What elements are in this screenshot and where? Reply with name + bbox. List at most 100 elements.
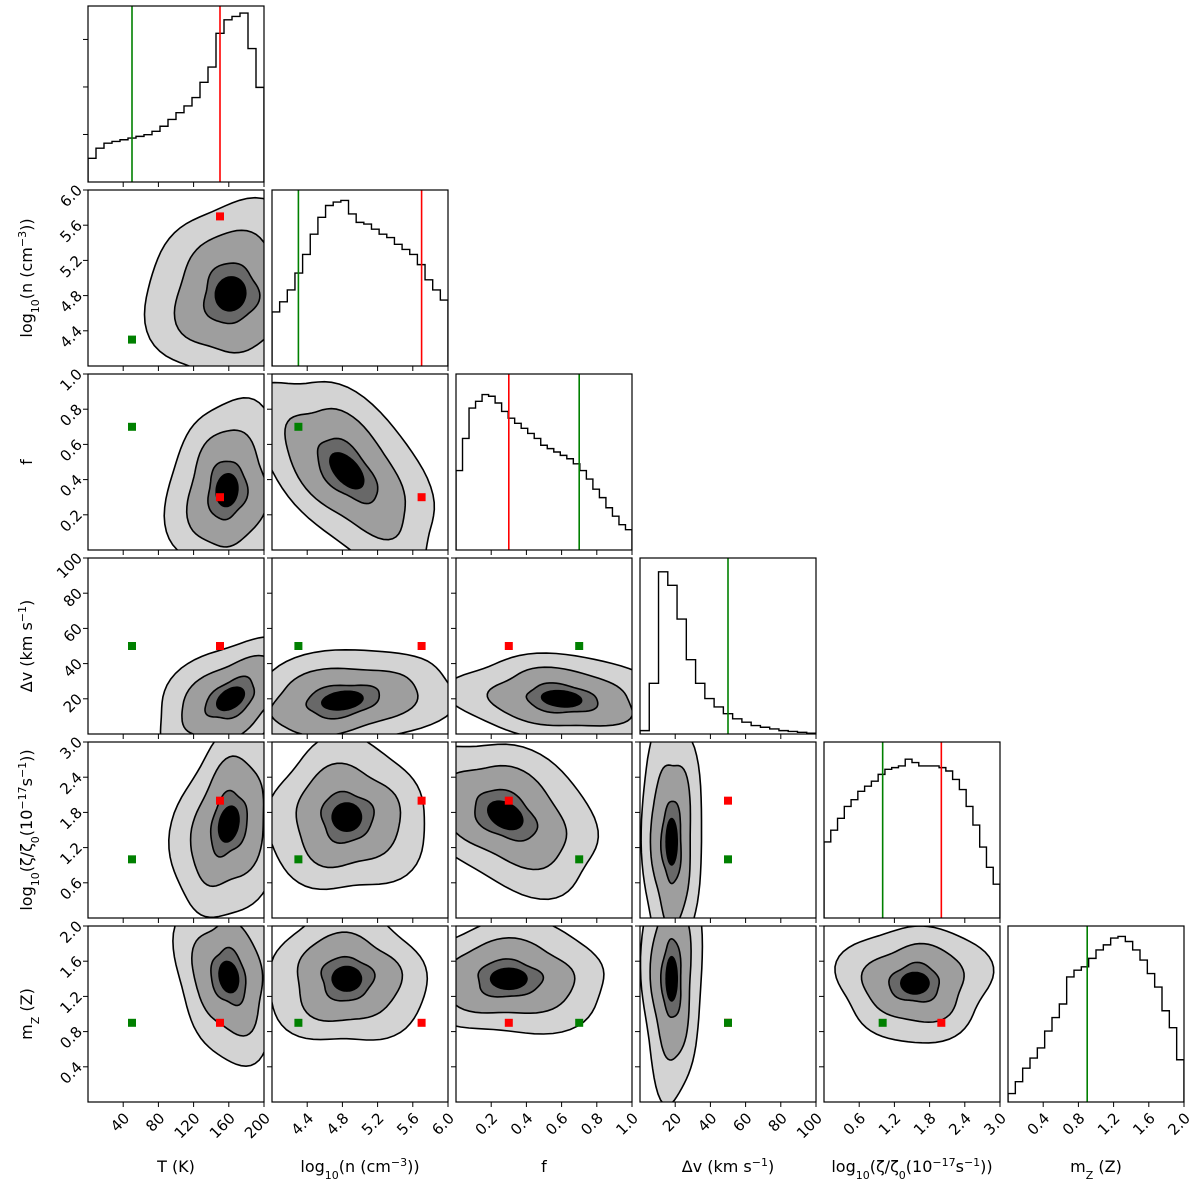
label-part: Z xyxy=(29,1016,42,1024)
contour-group xyxy=(163,396,264,550)
contour-core xyxy=(486,800,524,831)
contour-group xyxy=(456,743,600,901)
hist-panel-mz xyxy=(1007,925,1185,1107)
x-tick-label: 160 xyxy=(206,1109,239,1142)
label-part: Δv (km s xyxy=(17,622,36,692)
contour-panel-T-vs-dv xyxy=(83,557,265,739)
x-tick-label: 1.6 xyxy=(1129,1109,1159,1139)
x-tick-label: 4.4 xyxy=(288,1109,318,1139)
y-tick-label: 20 xyxy=(60,690,86,716)
label-part: T (K) xyxy=(156,1157,195,1176)
contour-core xyxy=(214,276,247,312)
y-tick-label: 1.6 xyxy=(56,952,86,982)
hist-panel-T xyxy=(83,5,265,187)
contour-core xyxy=(665,817,678,866)
truth-point-red xyxy=(417,796,426,805)
contour-group xyxy=(272,742,426,891)
histogram-T xyxy=(88,12,264,182)
x-tick-label: 20 xyxy=(659,1109,685,1135)
label-part: −1 xyxy=(16,606,29,622)
truth-point-red xyxy=(417,642,426,650)
contour-group xyxy=(272,648,448,734)
label-part: (ζ/ζ xyxy=(870,1157,899,1176)
x-tick-label: 0.6 xyxy=(542,1109,572,1139)
contour-panel-f-vs-mz xyxy=(451,925,633,1107)
x-tick-label: 2.0 xyxy=(1164,1109,1194,1139)
x-tick-label: 0.2 xyxy=(472,1109,502,1139)
contour-panel-f-vs-dv xyxy=(451,557,633,739)
panel-frame xyxy=(823,741,1001,919)
panel-frame xyxy=(455,373,633,551)
truth-point-red xyxy=(937,1018,946,1027)
label-part: )) xyxy=(17,218,36,230)
x-tick-label: 0.6 xyxy=(840,1109,870,1139)
label-part: (Z) xyxy=(1093,1157,1122,1176)
panel-frame xyxy=(87,925,265,1103)
label-part: m xyxy=(1070,1157,1086,1176)
histogram-f xyxy=(456,393,632,550)
panel-frame xyxy=(455,925,633,1103)
truth-point-green xyxy=(724,855,732,864)
x-tick-label: 4.8 xyxy=(323,1109,353,1139)
panel-frame xyxy=(271,373,449,551)
panel-frame xyxy=(87,5,265,183)
contour-panel-T-vs-logzeta xyxy=(83,741,265,923)
truth-point-green xyxy=(128,1018,136,1027)
panel-frame xyxy=(87,741,265,919)
contour-group xyxy=(640,742,703,918)
label-part: )) xyxy=(17,749,36,761)
contour-group xyxy=(272,380,436,550)
truth-point-green xyxy=(575,855,584,864)
x-tick-label: 80 xyxy=(765,1109,791,1135)
y-tick-label: 1.8 xyxy=(56,804,86,834)
label-part: (n (cm xyxy=(17,247,36,299)
x-tick-label: 3.0 xyxy=(980,1109,1010,1139)
truth-point-red xyxy=(216,1018,224,1027)
panel-frame xyxy=(87,373,265,551)
y-tick-label: 0.8 xyxy=(56,1023,86,1053)
contour-core xyxy=(331,965,363,992)
x-axis-label-T: T (K) xyxy=(156,1157,195,1176)
label-part: 10 xyxy=(29,872,42,886)
contour-panel-dv-vs-logzeta xyxy=(635,741,817,923)
contour-group xyxy=(640,926,704,1102)
truth-point-green xyxy=(294,1018,303,1027)
x-tick-label: 100 xyxy=(793,1109,826,1142)
x-tick-label: 0.4 xyxy=(1024,1109,1054,1139)
contour-panel-logn-vs-logzeta xyxy=(267,741,449,923)
hist-panel-logn xyxy=(271,189,449,371)
label-part: log xyxy=(17,886,36,910)
contour-group xyxy=(159,636,264,734)
truth-point-green xyxy=(294,855,303,864)
y-tick-label: 2.0 xyxy=(56,917,86,947)
contour-core xyxy=(218,960,240,994)
histogram-logn xyxy=(272,199,448,366)
x-tick-label: 6.0 xyxy=(428,1109,458,1139)
panel-frame xyxy=(271,925,449,1103)
x-tick-label: 40 xyxy=(694,1109,720,1135)
x-axis-label-dv: Δv (km s−1) xyxy=(682,1156,774,1177)
y-axis-label-f: f xyxy=(17,459,36,465)
truth-point-green xyxy=(724,1018,732,1027)
y-tick-label: 1.2 xyxy=(56,839,86,869)
contour-group xyxy=(456,926,605,1035)
truth-point-green xyxy=(575,642,584,650)
histogram-logzeta xyxy=(824,758,1000,918)
y-tick-label: 0.6 xyxy=(56,436,86,466)
label-part: −3 xyxy=(16,231,29,247)
contour-core xyxy=(489,967,528,991)
y-tick-label: 100 xyxy=(53,549,86,582)
contour-core xyxy=(540,689,583,708)
y-tick-label: 1.0 xyxy=(56,365,86,395)
y-axis-label-dv: Δv (km s−1) xyxy=(16,600,37,692)
x-tick-label: 200 xyxy=(241,1109,274,1142)
contour-group xyxy=(143,196,264,366)
label-part: −1 xyxy=(964,1156,980,1169)
x-tick-label: 2.4 xyxy=(945,1109,975,1139)
contour-core xyxy=(331,802,363,833)
y-axis-label-logzeta: log10(ζ/ζ0(10−17s−1)) xyxy=(16,749,42,910)
y-tick-label: 0.4 xyxy=(56,471,86,501)
panel-frame xyxy=(823,925,1001,1103)
x-tick-label: 0.8 xyxy=(1059,1109,1089,1139)
label-part: −1 xyxy=(752,1156,768,1169)
